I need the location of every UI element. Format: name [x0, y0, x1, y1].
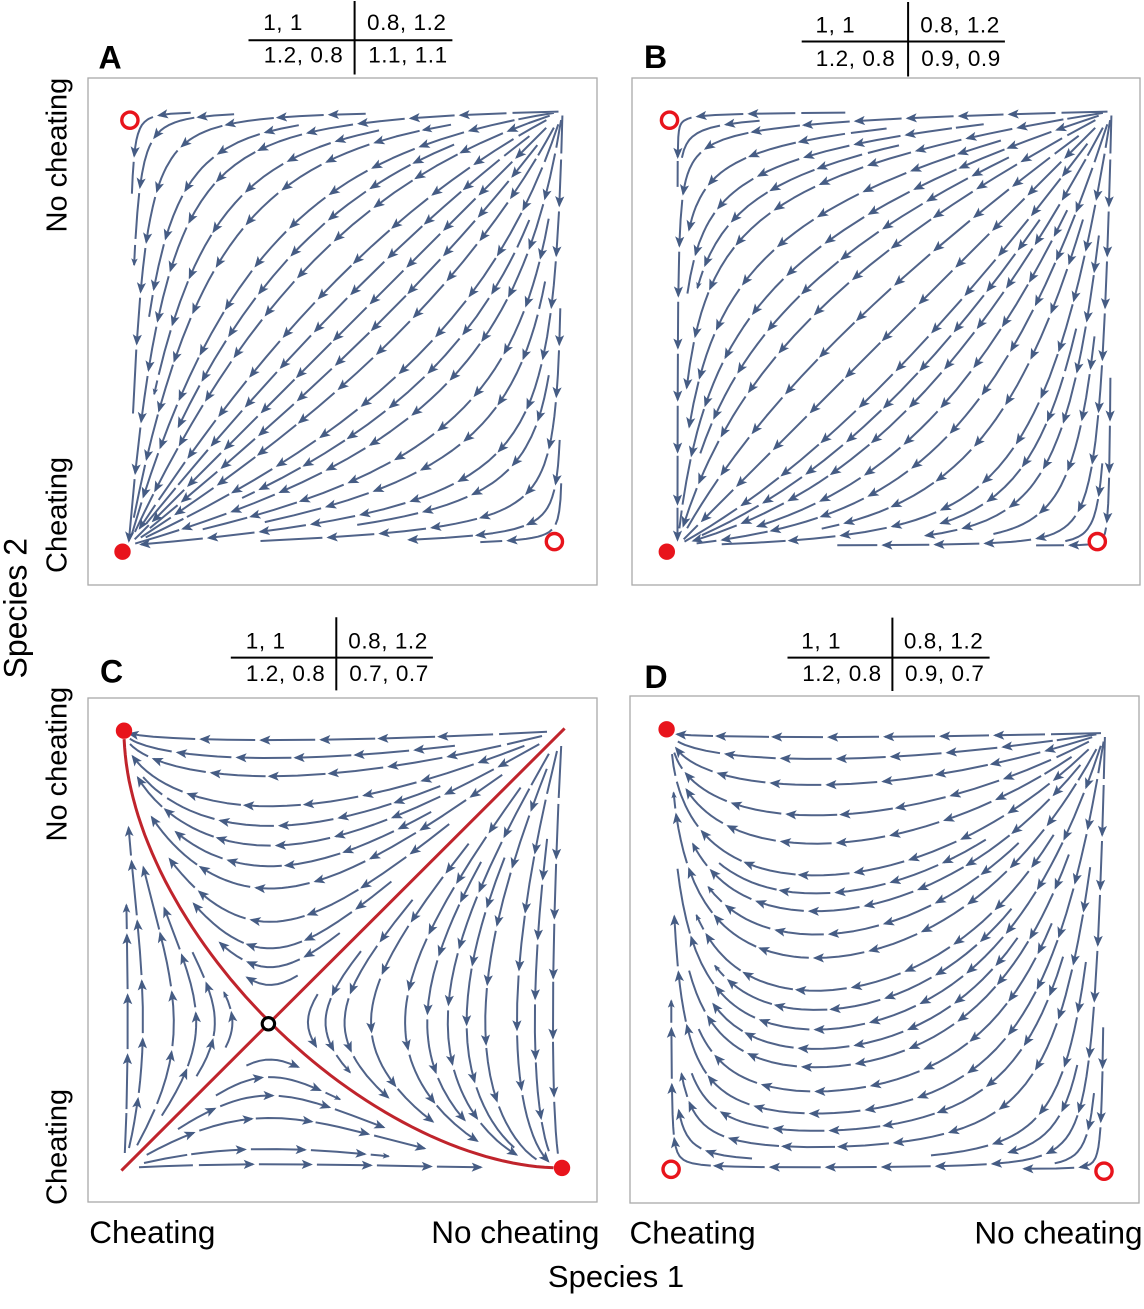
svg-text:1, 1: 1, 1	[816, 12, 856, 37]
svg-text:C: C	[100, 654, 123, 690]
svg-text:A: A	[99, 40, 122, 76]
svg-text:1, 1: 1, 1	[263, 10, 303, 35]
svg-text:1.2, 0.8: 1.2, 0.8	[816, 46, 895, 71]
svg-text:B: B	[644, 39, 667, 75]
svg-text:0.8, 1.2: 0.8, 1.2	[920, 12, 999, 37]
svg-text:1, 1: 1, 1	[246, 629, 286, 654]
svg-text:1.2, 0.8: 1.2, 0.8	[264, 43, 343, 68]
svg-text:Cheating: Cheating	[42, 457, 74, 573]
svg-text:0.9, 0.9: 0.9, 0.9	[921, 46, 1000, 71]
svg-text:0.7, 0.7: 0.7, 0.7	[349, 661, 428, 686]
svg-text:No cheating: No cheating	[431, 1214, 599, 1250]
svg-text:D: D	[645, 659, 668, 695]
svg-text:0.8, 1.2: 0.8, 1.2	[367, 10, 446, 35]
svg-text:0.8, 1.2: 0.8, 1.2	[348, 629, 427, 654]
svg-text:Species 2: Species 2	[0, 538, 34, 679]
svg-text:0.9, 0.7: 0.9, 0.7	[905, 661, 984, 686]
svg-text:1.1, 1.1: 1.1, 1.1	[368, 43, 447, 68]
svg-text:Species 1: Species 1	[548, 1259, 684, 1294]
svg-text:No cheating: No cheating	[974, 1214, 1142, 1250]
svg-text:Cheating: Cheating	[42, 1089, 74, 1205]
svg-text:No cheating: No cheating	[42, 687, 74, 842]
svg-text:1, 1: 1, 1	[801, 629, 841, 654]
svg-text:0.8, 1.2: 0.8, 1.2	[904, 629, 983, 654]
svg-text:No cheating: No cheating	[42, 78, 74, 233]
svg-text:Cheating: Cheating	[89, 1214, 215, 1250]
svg-text:1.2, 0.8: 1.2, 0.8	[246, 661, 325, 686]
svg-text:Cheating: Cheating	[630, 1214, 756, 1250]
svg-text:1.2, 0.8: 1.2, 0.8	[802, 661, 881, 686]
